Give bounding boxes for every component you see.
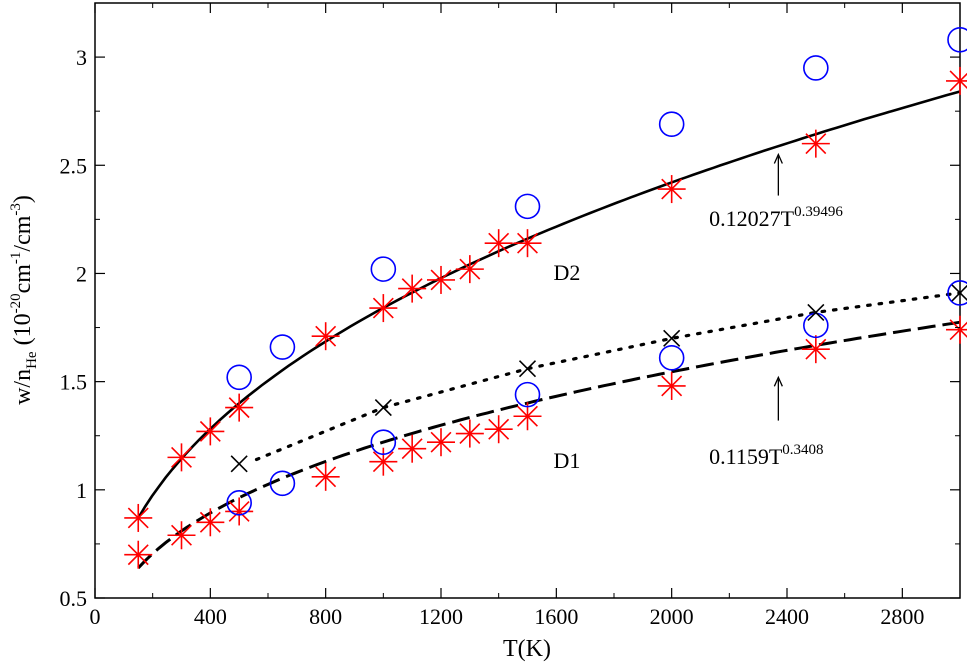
star-point: [801, 129, 830, 158]
data-markers: [124, 26, 967, 569]
cross-point: [951, 284, 967, 302]
cross-point: [230, 455, 248, 473]
y-tick-label: 1: [76, 478, 87, 503]
y-tick-label: 1.5: [60, 370, 88, 395]
x-tick-label: 400: [194, 604, 227, 629]
arrowhead-fit2: [773, 152, 783, 164]
star-point: [455, 419, 484, 448]
cross-point: [374, 399, 392, 417]
arrowhead-fit1: [773, 375, 783, 387]
cross-point: [807, 303, 825, 321]
star-point: [427, 265, 455, 294]
circle-point: [658, 111, 685, 137]
plot-frame: [94, 2, 961, 599]
star-point: [369, 447, 398, 476]
cross-point: [663, 329, 681, 347]
star-point: [124, 503, 153, 532]
circle-point: [269, 334, 296, 360]
x-tick-label: 2800: [880, 604, 924, 629]
circle-point: [947, 280, 967, 306]
star-point: [455, 255, 484, 284]
fit-curves: [137, 90, 962, 569]
circle-point: [370, 429, 397, 456]
circle-point: [269, 470, 296, 497]
y-axis-title: w/nHe (10-20cm-1/cm-3): [8, 195, 40, 405]
star-point: [801, 335, 830, 364]
star-point: [513, 229, 542, 258]
circle-point: [803, 312, 829, 339]
fit-curve-dotted: [254, 291, 962, 462]
star-point: [946, 315, 967, 344]
x-tick-label: 1200: [419, 604, 463, 629]
star-point: [124, 540, 153, 569]
axis-ticks: 0 400 800 1200 1600 2000 2400 2800 0.5 1 1.5 2 2.5 3: [60, 3, 960, 629]
circle-point: [658, 345, 685, 371]
star-point: [484, 415, 513, 444]
star-point: [657, 371, 686, 400]
x-tick-label: 800: [309, 604, 342, 629]
x-axis-title: T(K): [503, 636, 551, 662]
star-point: [167, 443, 196, 472]
star-point: [225, 393, 254, 422]
star-point: [657, 175, 686, 204]
star-point: [484, 229, 513, 258]
label-d2: D2: [553, 260, 580, 285]
circle-point: [226, 489, 252, 516]
star-point: [398, 434, 427, 463]
x-tick-label: 1600: [534, 604, 578, 629]
star-point: [311, 462, 340, 491]
star-point: [398, 274, 427, 303]
cross-point: [518, 360, 537, 378]
star-point: [369, 294, 398, 323]
fit-formula-fit2: 0.12027T0.39496: [709, 204, 843, 231]
circle-point: [514, 193, 541, 220]
annotations: D2 D1 0.12027T0.39496 0.1159T0.3408: [553, 152, 843, 473]
y-tick-label: 2: [76, 261, 87, 286]
star-point: [946, 66, 967, 95]
y-tick-label: 0.5: [60, 586, 88, 611]
fit-curve-solid: [137, 90, 961, 519]
star-point: [427, 428, 455, 457]
fit-curve-dashed: [137, 320, 961, 569]
star-point: [196, 508, 225, 537]
circle-point: [370, 256, 397, 282]
circle-point: [226, 364, 252, 391]
circle-point: [947, 26, 967, 53]
fit-formula-fit1: 0.1159T0.3408: [709, 442, 823, 469]
y-tick-label: 3: [76, 45, 87, 70]
x-tick-label: 2000: [650, 604, 694, 629]
star-point: [196, 417, 225, 446]
y-tick-label: 2.5: [60, 153, 88, 178]
circle-point: [514, 381, 541, 408]
star-point: [311, 322, 340, 351]
star-point: [225, 497, 254, 526]
star-point: [167, 521, 196, 550]
x-tick-label: 2400: [765, 604, 809, 629]
label-d1: D1: [553, 448, 580, 473]
x-tick-label: 0: [90, 604, 101, 629]
circle-point: [803, 55, 829, 81]
